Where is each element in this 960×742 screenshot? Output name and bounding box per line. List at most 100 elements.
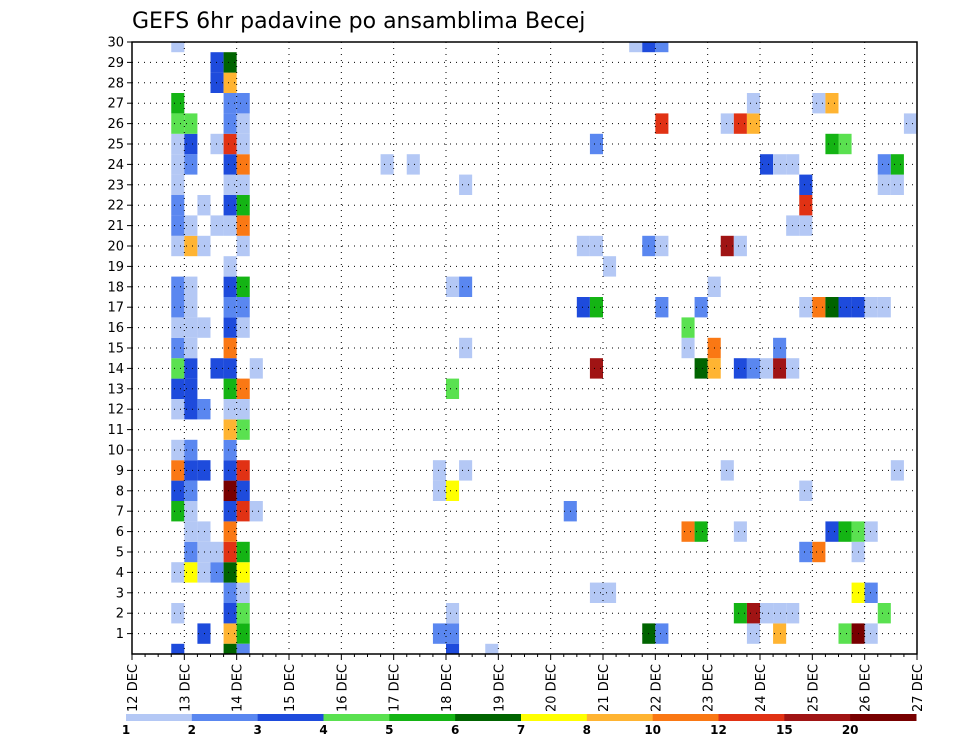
- legend-label: 10: [644, 723, 661, 737]
- heatmap-cell: [236, 501, 250, 522]
- heatmap-cell: [223, 643, 237, 654]
- heatmap-cell: [432, 460, 446, 481]
- heatmap-cell: [236, 603, 250, 624]
- heatmap-cell: [223, 378, 237, 399]
- y-tick-label: 2: [116, 607, 124, 622]
- heatmap-cell: [197, 623, 211, 644]
- heatmap-cell: [236, 235, 250, 257]
- heatmap-cell: [838, 133, 852, 155]
- heatmap-cell: [223, 358, 237, 379]
- heatmap-cell: [171, 42, 185, 53]
- heatmap-cell: [681, 521, 695, 542]
- legend-label: 3: [253, 723, 261, 737]
- heatmap-cell: [720, 235, 734, 257]
- legend-label: 4: [319, 723, 327, 737]
- heatmap-cell: [773, 337, 787, 359]
- heatmap-cell: [236, 582, 250, 603]
- heatmap-cell: [223, 399, 237, 420]
- heatmap-cell: [210, 52, 224, 73]
- heatmap-cell: [746, 603, 760, 624]
- heatmap-cell: [171, 603, 185, 624]
- heatmap-cell: [432, 480, 446, 501]
- heatmap-cell: [171, 378, 185, 399]
- heatmap-cell: [236, 378, 250, 399]
- legend-swatch: [718, 714, 785, 721]
- heatmap-cell: [799, 215, 813, 236]
- heatmap-cell: [197, 195, 211, 216]
- x-tick-label: 24 DEC: [754, 664, 769, 712]
- heatmap-cell: [197, 541, 211, 563]
- y-tick-label: 5: [116, 546, 124, 561]
- heatmap-cell: [825, 93, 839, 114]
- x-tick-label: 20 DEC: [545, 664, 560, 712]
- heatmap-cell: [825, 521, 839, 542]
- x-tick-label: 22 DEC: [649, 664, 664, 712]
- legend-label: 7: [517, 723, 525, 737]
- x-tick-label: 25 DEC: [806, 664, 821, 712]
- heatmap-cell: [603, 582, 617, 603]
- y-tick-label: 16: [107, 321, 124, 336]
- y-tick-label: 27: [107, 97, 124, 112]
- y-tick-label: 23: [107, 178, 124, 193]
- heatmap-cell: [223, 623, 237, 644]
- heatmap-cell: [694, 358, 708, 379]
- legend-label: 2: [188, 723, 196, 737]
- heatmap-cell: [171, 358, 185, 379]
- heatmap-cell: [171, 460, 185, 481]
- heatmap-cell: [210, 133, 224, 155]
- y-tick-label: 11: [107, 423, 124, 438]
- heatmap-cell: [877, 174, 891, 195]
- x-tick-label: 21 DEC: [597, 664, 612, 712]
- x-tick-label: 13 DEC: [178, 664, 193, 712]
- heatmap-cell: [380, 154, 394, 175]
- legend-swatch: [191, 714, 259, 721]
- heatmap-cell: [171, 93, 185, 114]
- heatmap-cell: [223, 276, 237, 297]
- heatmap-cell: [197, 460, 211, 481]
- heatmap-cell: [223, 603, 237, 624]
- heatmap-cell: [733, 235, 747, 257]
- heatmap-cell: [223, 419, 237, 440]
- heatmap-cell: [236, 93, 250, 114]
- heatmap-cell: [485, 643, 499, 654]
- heatmap-cell: [799, 297, 813, 318]
- heatmap-cell: [236, 460, 250, 481]
- heatmap-cell: [197, 521, 211, 542]
- y-tick-label: 8: [116, 484, 124, 499]
- heatmap-cell: [223, 195, 237, 216]
- legend-label: 6: [451, 723, 459, 737]
- heatmap-cell: [799, 195, 813, 216]
- heatmap-cell: [236, 643, 250, 654]
- y-tick-label: 28: [107, 76, 124, 91]
- heatmap-cell: [694, 297, 708, 318]
- heatmap-cell: [236, 419, 250, 440]
- heatmap-cell: [890, 174, 904, 195]
- y-tick-label: 9: [116, 464, 124, 479]
- x-tick-label: 19 DEC: [492, 664, 507, 712]
- heatmap-cell: [746, 623, 760, 644]
- heatmap-cell: [223, 72, 237, 93]
- heatmap-cell: [210, 562, 224, 583]
- heatmap-cell: [236, 297, 250, 318]
- heatmap-cell: [694, 521, 708, 542]
- heatmap-cell: [223, 439, 237, 461]
- legend-swatch: [521, 714, 588, 721]
- heatmap-cell: [655, 235, 669, 257]
- heatmap-cell: [223, 113, 237, 134]
- heatmap-cell: [838, 297, 852, 318]
- heatmap-cell: [589, 358, 603, 379]
- heatmap-cell: [446, 623, 460, 644]
- x-tick-label: 16 DEC: [335, 664, 350, 712]
- heatmap-cell: [184, 378, 198, 399]
- heatmap-cell: [171, 337, 185, 359]
- heatmap-cell: [864, 582, 878, 603]
- heatmap-cell: [184, 439, 198, 461]
- heatmap-cell: [760, 358, 774, 379]
- x-tick-label: 26 DEC: [859, 664, 874, 712]
- heatmap-cell: [890, 460, 904, 481]
- chart-title: GEFS 6hr padavine po ansamblima Becej: [132, 9, 585, 34]
- heatmap-cell: [720, 460, 734, 481]
- heatmap-cell: [681, 337, 695, 359]
- heatmap-cell: [184, 521, 198, 542]
